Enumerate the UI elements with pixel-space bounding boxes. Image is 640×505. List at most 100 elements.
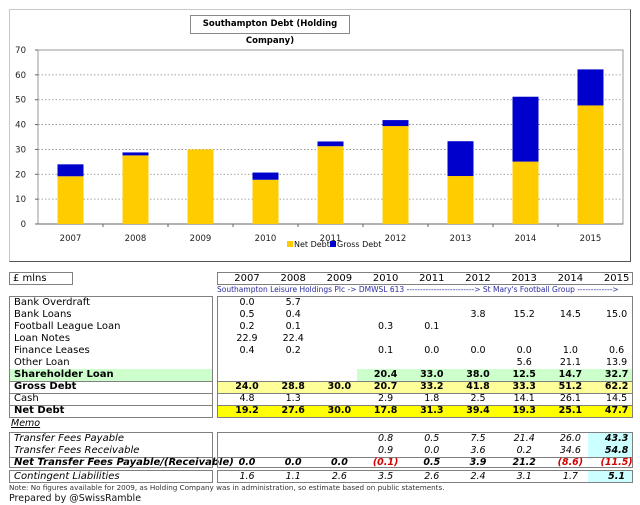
- row-divider: [218, 457, 632, 458]
- memo-value-cell: 0.5: [423, 457, 441, 468]
- value-cell: 0.1: [378, 345, 394, 356]
- value-cell: 17.8: [373, 405, 398, 416]
- row-label: Net Debt: [14, 405, 65, 416]
- memo-row-label: Transfer Fees Receivable: [14, 445, 140, 456]
- row-label: Bank Loans: [14, 309, 72, 320]
- year-header-cell: 2007: [234, 273, 260, 284]
- value-cell: 0.0: [516, 345, 532, 356]
- row-highlight: [218, 405, 632, 417]
- y-tick-label: 60: [15, 71, 26, 81]
- contingent-value-cell: 1.1: [285, 471, 301, 482]
- memo-value-cell: 3.9: [469, 457, 487, 468]
- row-label: Cash: [14, 393, 39, 404]
- value-cell: 14.1: [513, 393, 535, 404]
- prepared-by: Prepared by @SwissRamble: [9, 493, 142, 504]
- debt-chart: 0 10 20 30 40 50 60 70 2007 2008 2009 2010 2011 2012 2…: [15, 46, 624, 249]
- memo-row-label: Net Transfer Fees Payable/(Receivable): [14, 457, 234, 468]
- value-cell: 39.4: [466, 405, 490, 416]
- value-cell: 0.0: [424, 345, 440, 356]
- y-tick-label: 70: [15, 46, 26, 56]
- y-tick-label: 10: [15, 195, 26, 205]
- value-cell: 24.0: [235, 381, 259, 392]
- row-divider: [218, 405, 632, 406]
- memo-value-cell: 0.0: [238, 457, 256, 468]
- row-divider: [218, 381, 632, 382]
- contingent-label: Contingent Liabilities: [14, 471, 120, 482]
- value-cell: 33.0: [420, 369, 444, 380]
- value-cell: 1.0: [562, 345, 578, 356]
- bar-net-debt: [577, 105, 604, 224]
- value-cell: 0.1: [285, 321, 301, 332]
- year-header: 2007 2008 2009 2010 2011 2012 2013 2014 2015: [217, 272, 633, 285]
- row-label: Loan Notes: [14, 333, 71, 344]
- value-cell: 30.0: [327, 405, 352, 416]
- row-divider: [10, 393, 212, 394]
- value-cell: 5.6: [516, 357, 532, 368]
- memo-value-cell: 0.0: [424, 445, 440, 456]
- year-header-cell: 2008: [280, 273, 306, 284]
- value-cell: 0.0: [470, 345, 486, 356]
- x-tick-label: 2008: [125, 234, 147, 244]
- unit-label: £ mlns: [13, 273, 47, 284]
- value-cell: 30.0: [327, 381, 352, 392]
- memo-value-cell: 21.2: [512, 457, 536, 468]
- memo-value-cell: 0.0: [330, 457, 348, 468]
- value-cell: 27.6: [281, 405, 305, 416]
- row-highlight: [218, 381, 632, 393]
- value-cell: 47.7: [604, 405, 629, 416]
- row-label: Bank Overdraft: [14, 297, 91, 308]
- x-tick-label: 2013: [450, 234, 472, 244]
- memo-value-cell: (0.1): [372, 457, 399, 468]
- value-cell: 38.0: [466, 369, 490, 380]
- bar-net-debt: [252, 179, 279, 224]
- value-cell: 25.1: [558, 405, 583, 416]
- memo-value-cell: 26.0: [559, 433, 581, 444]
- value-cell: 13.9: [606, 357, 628, 368]
- memo-value-cell: 0.0: [284, 457, 302, 468]
- x-tick-label: 2012: [385, 234, 407, 244]
- y-tick-label: 50: [15, 96, 26, 106]
- memo-value-cell: 34.6: [559, 445, 581, 456]
- year-header-cell: 2014: [557, 273, 584, 284]
- value-cell: 1.8: [424, 393, 440, 404]
- year-header-cell: 2010: [372, 273, 399, 284]
- memo-value-cell: 43.3: [604, 433, 629, 444]
- contingent-value-cell: 1.6: [239, 471, 255, 482]
- value-cell: 14.5: [606, 393, 628, 404]
- row-label: Football League Loan: [14, 321, 121, 332]
- y-tick-label: 0: [21, 220, 26, 230]
- legend-label-net-debt: Net Debt: [294, 240, 330, 249]
- contingent-value-cell: 2.4: [470, 471, 486, 482]
- x-tick-label: 2009: [190, 234, 212, 244]
- value-cell: 21.1: [559, 357, 581, 368]
- value-cell: 33.2: [420, 381, 444, 392]
- chart-title: Southampton Debt (Holding Company): [190, 15, 350, 46]
- bar-gross-debt: [577, 69, 604, 106]
- footnote: Note: No figures available for 2009, as …: [9, 483, 445, 492]
- highlight-2015: [587, 471, 632, 482]
- year-header-cell: 2015: [603, 273, 630, 284]
- value-cell: 12.5: [512, 369, 536, 380]
- value-cell: 0.2: [285, 345, 301, 356]
- bar-gross-debt: [122, 152, 149, 156]
- x-tick-label: 2010: [255, 234, 277, 244]
- row-highlight: [10, 369, 212, 381]
- bar-net-debt: [447, 176, 474, 224]
- x-tick-label: 2014: [515, 234, 537, 244]
- y-tick-label: 40: [15, 121, 26, 131]
- row-label: Finance Leases: [14, 345, 90, 356]
- memo-value-cell: 7.5: [470, 433, 486, 444]
- contingent-label-box: Contingent Liabilities: [9, 470, 213, 483]
- y-tick-label: 20: [15, 170, 26, 180]
- memo-value-cell: 54.8: [604, 445, 629, 456]
- value-cell: 4.8: [239, 393, 255, 404]
- memo-values: 0.8 0.5 7.5 21.4 26.0 43.3 0.9 0.0 3.6 0.2 34.6 54.…: [217, 432, 633, 468]
- row-values: 0.0 5.7 0.5 0.4 3.8 15.2 14.5 15.0 0.2 0.1 0.3 0.1 2…: [217, 296, 633, 418]
- value-cell: 3.8: [470, 309, 486, 320]
- value-cell: 2.9: [378, 393, 394, 404]
- value-cell: 5.7: [285, 297, 301, 308]
- memo-value-cell: 3.6: [470, 445, 486, 456]
- contingent-values: 1.6 1.1 2.6 3.5 2.6 2.4 3.1 1.7 5.1: [217, 470, 633, 483]
- contingent-value-cell: 3.1: [516, 471, 532, 482]
- x-tick-label: 2007: [60, 234, 82, 244]
